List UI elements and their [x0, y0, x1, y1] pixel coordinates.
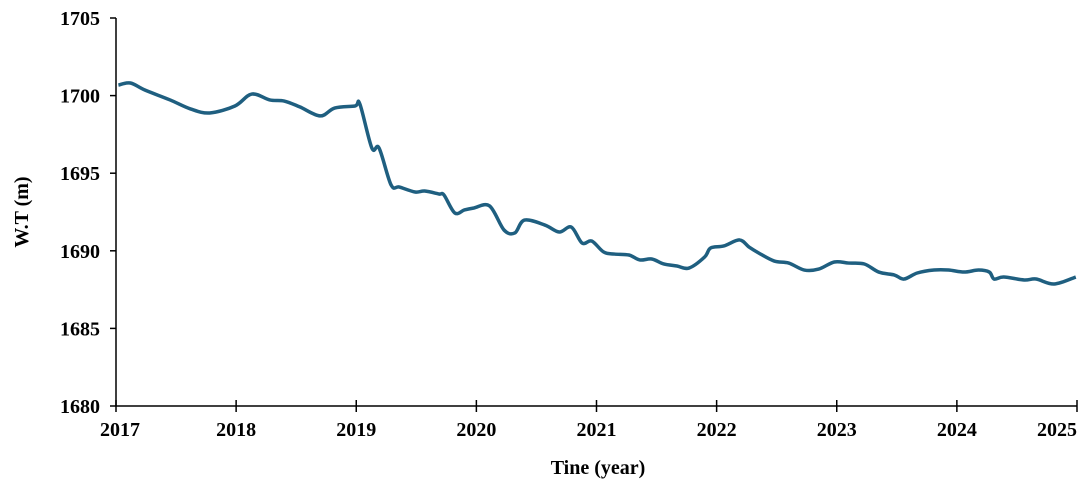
x-axis-title: Tine (year): [551, 457, 646, 479]
x-tick-label: 2023: [817, 419, 857, 441]
y-tick-label: 1705: [60, 8, 100, 30]
y-axis-title: W.T (m): [11, 176, 33, 247]
y-tick-label: 1680: [60, 396, 100, 418]
x-tick-label: 2020: [456, 419, 496, 441]
x-tick-label: 2022: [697, 419, 737, 441]
x-tick-label: 2021: [577, 419, 617, 441]
x-tick-label: 2024: [937, 419, 977, 441]
x-tick-label: 2017: [100, 419, 140, 441]
y-tick-label: 1695: [60, 163, 100, 185]
line-series: [118, 81, 1077, 286]
y-tick-label: 1685: [60, 318, 100, 340]
x-tick-label: 2019: [336, 419, 376, 441]
x-tick-label: 2025: [1037, 419, 1077, 441]
y-tick-label: 1690: [60, 241, 100, 263]
x-tick-label: 2018: [216, 419, 256, 441]
y-tick-label: 1700: [60, 86, 100, 108]
